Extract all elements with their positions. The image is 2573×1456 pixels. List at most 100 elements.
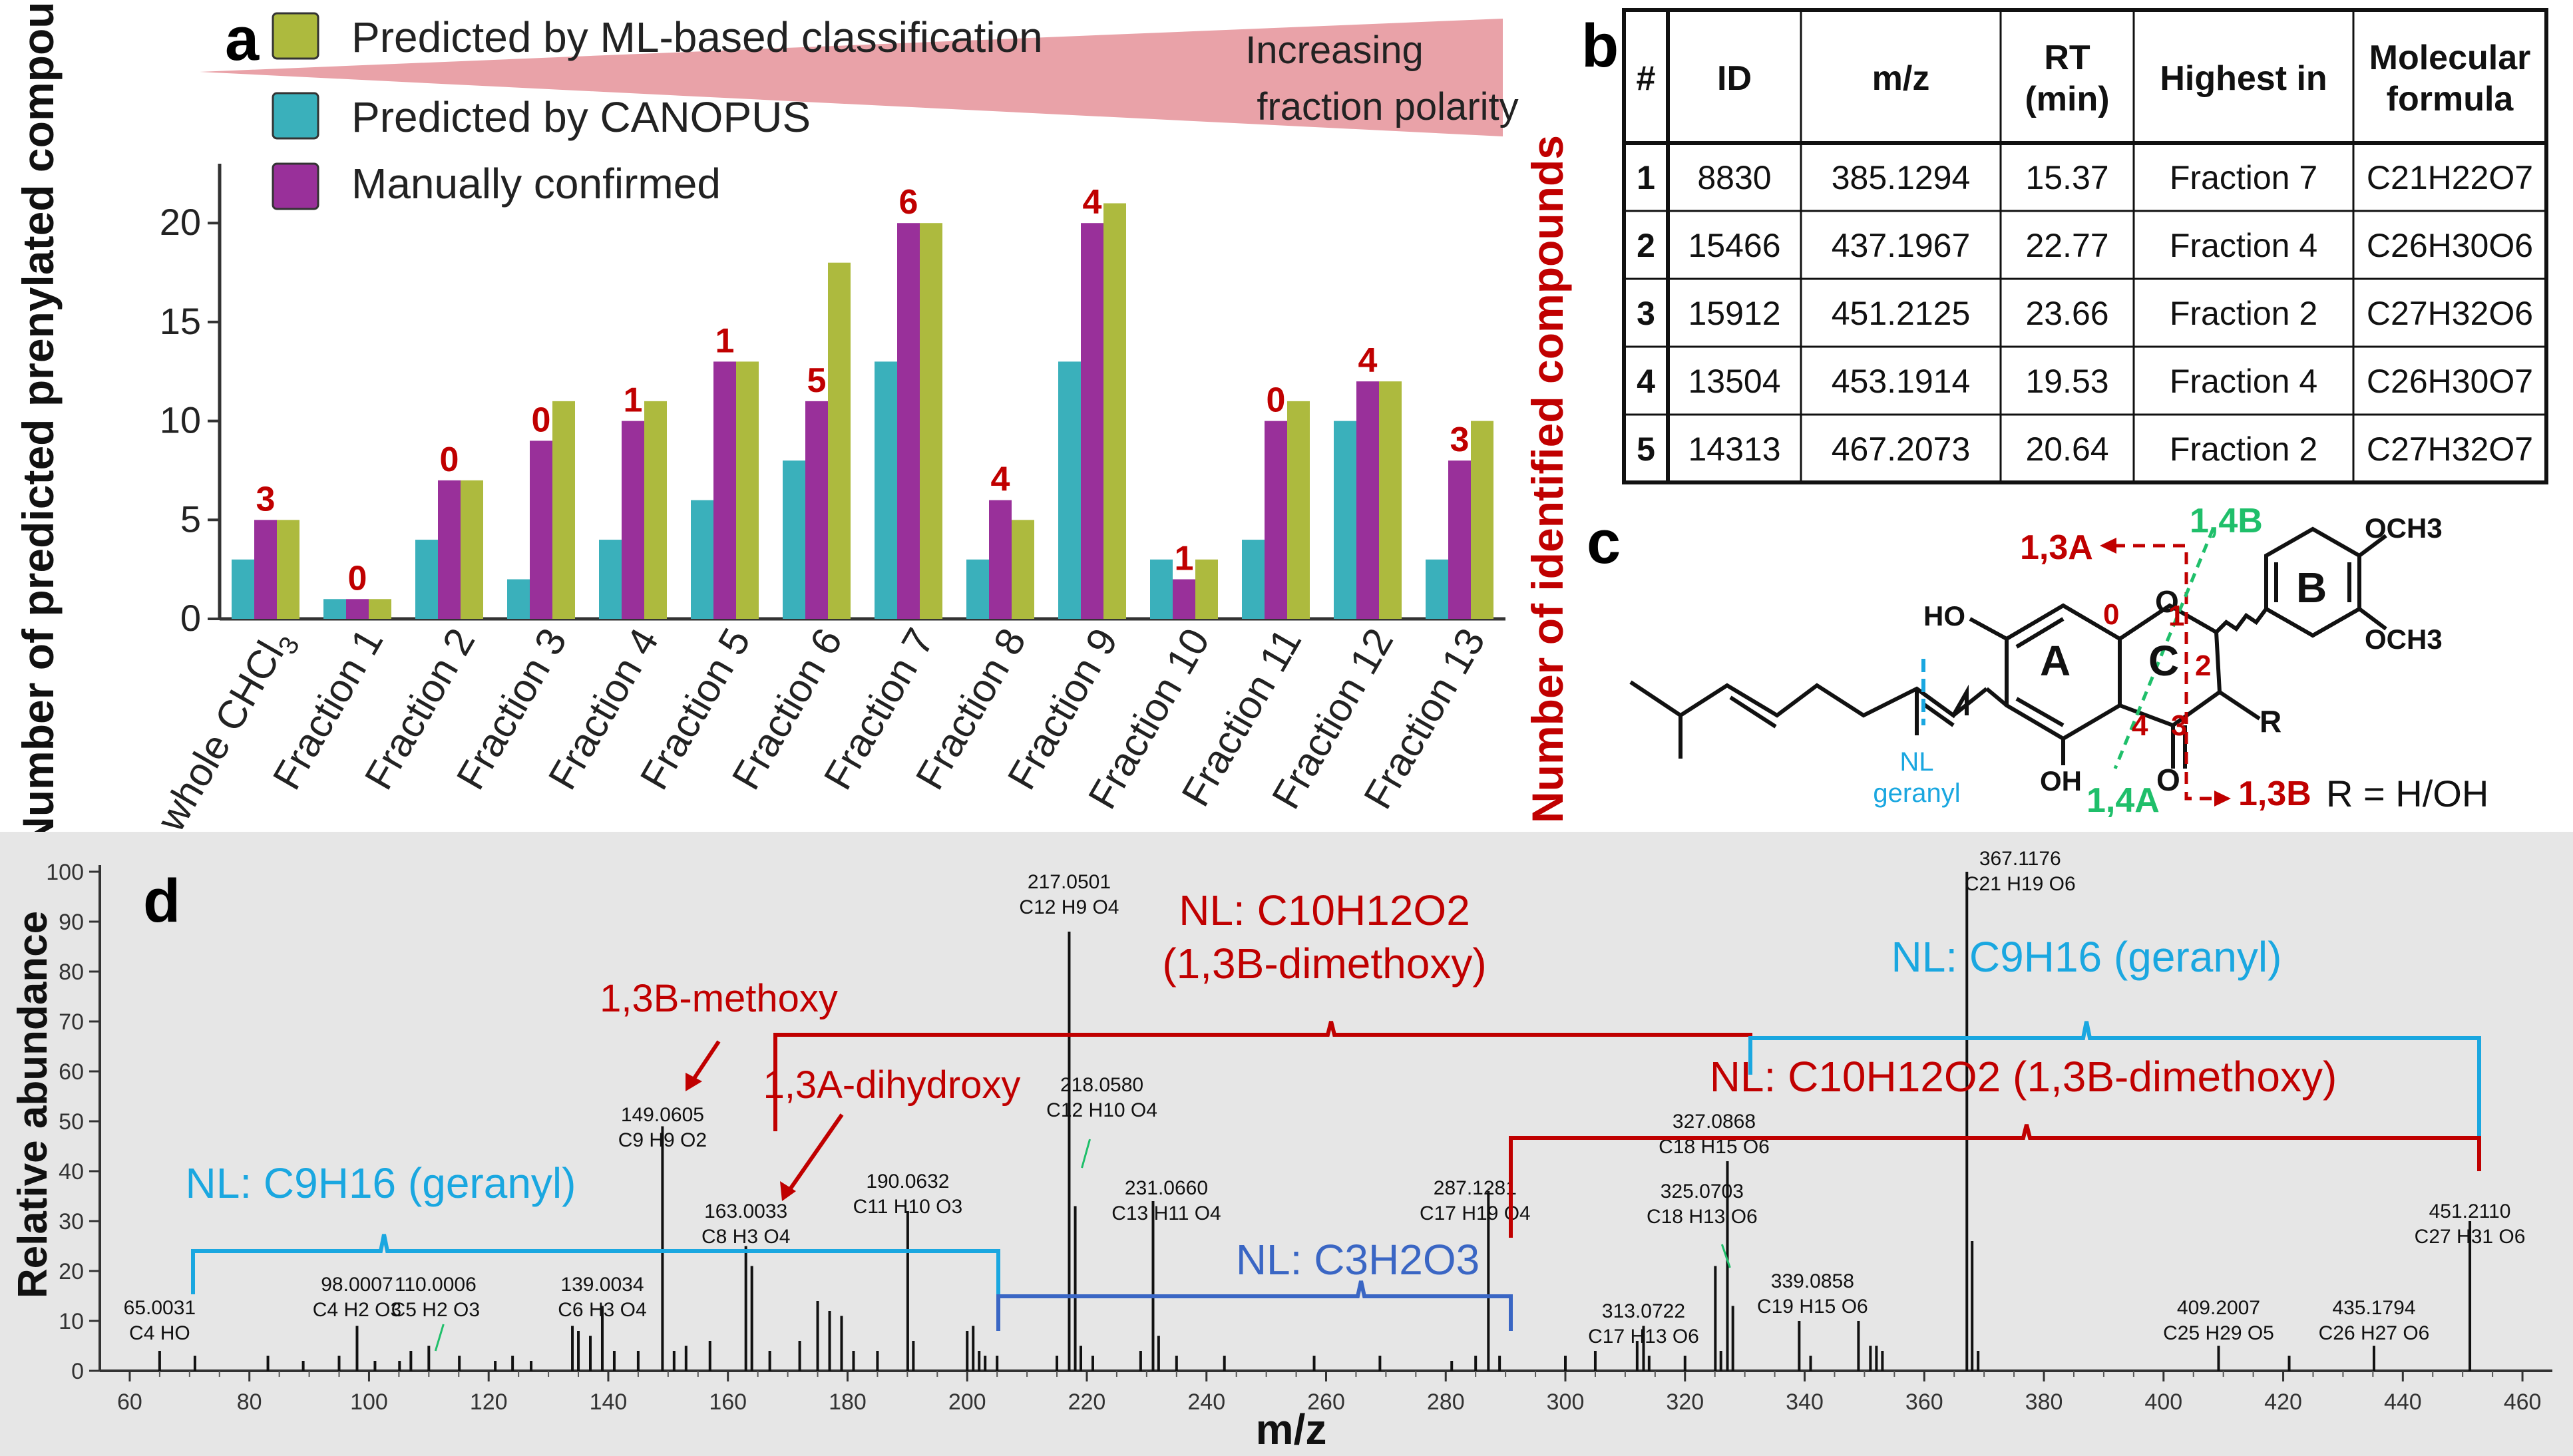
panel-c-label: c: [1587, 508, 1621, 576]
table-cell: 15466: [1688, 227, 1780, 264]
table-cell: Fraction 2: [2170, 431, 2317, 468]
label-13b: 1,3B: [2238, 775, 2311, 813]
d-x-axis-title: m/z: [1256, 1405, 1327, 1453]
peak-mz-label: 367.1176: [1979, 848, 2061, 870]
bar-predicted-by-canopus: [1426, 559, 1448, 619]
peak-formula-label: C17 H19 O4: [1420, 1202, 1531, 1224]
peak-formula-label: C6 H3 O4: [558, 1299, 646, 1321]
d-x-tick-label: 360: [1905, 1389, 1943, 1415]
table-cell: C27H32O7: [2367, 431, 2533, 468]
d-x-tick-label: 140: [590, 1389, 628, 1415]
d-y-tick-label: 10: [59, 1309, 84, 1334]
cleavage-14-line: [2113, 528, 2215, 769]
table-cell: Fraction 4: [2170, 227, 2317, 264]
cleavage-13-line: [2113, 544, 2216, 801]
a-y-ticks: 0 5 10 15 20: [160, 201, 220, 639]
ome-top: OCH3: [2365, 512, 2443, 544]
peak-mz-label: 217.0501: [1028, 871, 1111, 893]
d-peaks: [158, 872, 2472, 1371]
identified-count-label: 4: [1083, 183, 1102, 222]
label-14b: 1,4B: [2190, 502, 2263, 540]
bar-manually-confirmed: [1081, 223, 1103, 619]
legend-swatch-canopus: [272, 92, 319, 140]
a-bars: 3 0 0 0 1 1 5 6 4 4 1 0 4 3: [232, 183, 1493, 619]
bond: [1679, 683, 1969, 719]
table-cell: C27H32O6: [2367, 295, 2533, 332]
annot-a-dihydroxy: 1,3A-dihydroxy: [763, 1063, 1021, 1107]
bar-manually-confirmed: [530, 441, 552, 619]
bracket-nl-geranyl-2: [191, 1234, 1000, 1294]
bar-manually-confirmed: [346, 599, 369, 619]
d-x-tick-label: 400: [2144, 1389, 2182, 1415]
identified-count-label: 4: [1358, 341, 1378, 380]
table-cell: 3: [1637, 295, 1655, 332]
bond: [1985, 687, 2008, 707]
d-y-tick-label: 90: [59, 910, 84, 935]
d-x-tick-label: 260: [1307, 1389, 1345, 1415]
d-x-tick-label: 180: [829, 1389, 867, 1415]
identified-count-label: 0: [532, 401, 551, 439]
peak-formula-label: C21 H19 O6: [1965, 873, 2076, 895]
legend: Predicted by ML-based classification Pre…: [272, 12, 1043, 210]
ring-b-label: B: [2296, 564, 2327, 612]
peak-mz-label: 149.0605: [621, 1104, 704, 1126]
bond: [1922, 702, 1955, 727]
peak-formula-label: C4 H2 O3: [313, 1299, 401, 1321]
peak-formula-label: C17 H13 O6: [1588, 1326, 1699, 1348]
legend-label-canopus: Predicted by CANOPUS: [351, 93, 811, 141]
bar-predicted-by-canopus: [783, 460, 805, 619]
bar-predicted-by-ml-based-classification: [828, 262, 851, 619]
nl-geranyl-label: geranyl: [1873, 779, 1960, 808]
legend-swatch-ml: [272, 12, 319, 60]
bar-predicted-by-ml-based-classification: [1379, 381, 1402, 619]
d-x-tick-label: 340: [1786, 1389, 1824, 1415]
peak-leader-line: [1081, 1139, 1091, 1169]
table-cell: C26H30O7: [2367, 363, 2533, 400]
bar-manually-confirmed: [897, 223, 920, 619]
peak-formula-label: C25 H29 O5: [2163, 1322, 2274, 1344]
subscript: 3: [273, 632, 305, 659]
annot-nl-c3h2o3: NL: C3H2O3: [1236, 1236, 1480, 1284]
bracket-nl-c3h2o3: [996, 1280, 1513, 1331]
table-cell: Fraction 2: [2170, 295, 2317, 332]
bar-predicted-by-canopus: [1058, 361, 1081, 619]
label-13a: 1,3A: [2020, 528, 2093, 567]
d-y-tick-label: 60: [59, 1059, 84, 1085]
annot-nl-c10-long: NL: C10H12O2 (1,3B-dimethoxy): [1710, 1053, 2337, 1101]
table-cell: Fraction 4: [2170, 363, 2317, 400]
bar-predicted-by-ml-based-classification: [1287, 401, 1310, 619]
table-cell: 453.1914: [1832, 363, 1971, 400]
identified-count-label: 0: [348, 559, 367, 598]
table-cell: 8830: [1697, 159, 1771, 196]
ring-c: [2118, 603, 2222, 728]
d-x-tick-label: 240: [1187, 1389, 1225, 1415]
bond: [1629, 680, 1682, 759]
panel-b: b #1 2 3 4 5 ID 8830 15466 15912 13504 14313 m/z 385…: [1581, 8, 2548, 484]
table-cell: 451.2125: [1832, 295, 1971, 332]
d-y-tick-label: 0: [71, 1359, 84, 1384]
bond: [2358, 534, 2387, 558]
table-cell: 15.37: [2025, 159, 2108, 196]
d-y-tick-label: 70: [59, 1009, 84, 1035]
bond: [1952, 687, 1988, 717]
legend-swatch-manual: [272, 162, 319, 210]
a-y-tick-label: 0: [180, 597, 201, 639]
bar-predicted-by-ml-based-classification: [920, 223, 942, 619]
bar-predicted-by-ml-based-classification: [369, 599, 391, 619]
peak-mz-label: 218.0580: [1060, 1074, 1143, 1096]
peak-mz-label: 65.0031: [124, 1297, 196, 1319]
panel-b-label: b: [1581, 12, 1619, 80]
bond: [1915, 687, 1955, 717]
annot-nl-c9-geranyl-bottom: NL: C9H16 (geranyl): [186, 1159, 576, 1207]
peak-mz-label: 231.0660: [1125, 1177, 1208, 1199]
d-x-tick-label: 440: [2384, 1389, 2422, 1415]
table-header-cell: (min): [2025, 80, 2109, 118]
d-x-tick-label: 420: [2264, 1389, 2302, 1415]
identified-count-label: 3: [1450, 421, 1470, 459]
peak-leader-line: [434, 1324, 445, 1352]
bond: [2015, 697, 2065, 727]
bar-predicted-by-ml-based-classification: [461, 480, 483, 619]
ome-bottom: OCH3: [2365, 624, 2443, 655]
annot-b-methoxy: 1,3B-methoxy: [600, 977, 838, 1020]
